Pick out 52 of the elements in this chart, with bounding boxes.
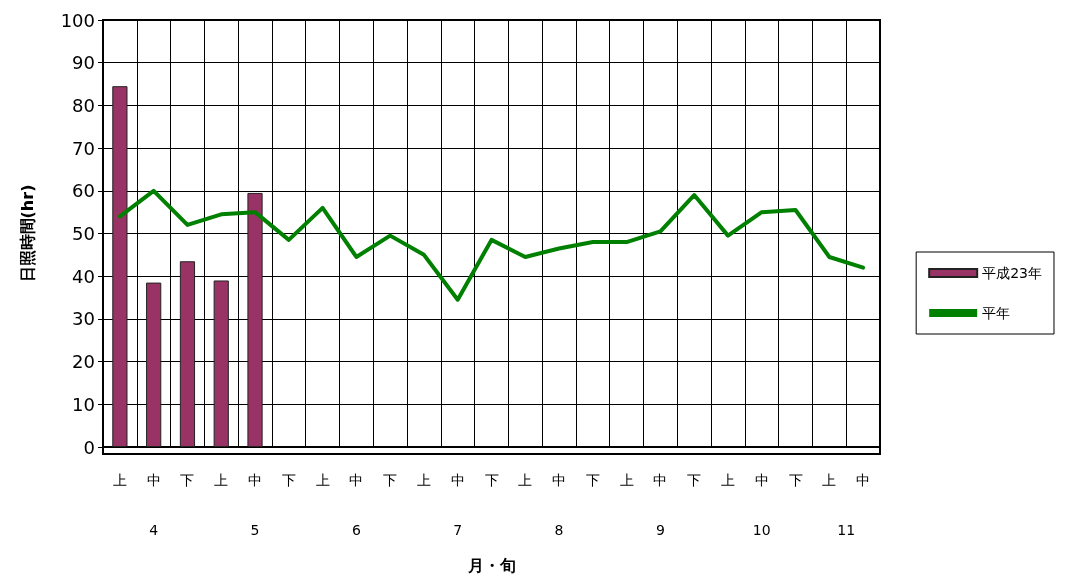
bar xyxy=(146,282,162,447)
x-tick-label: 中 xyxy=(248,472,263,488)
y-tick-label: 10 xyxy=(72,393,95,415)
text: 11 xyxy=(837,522,856,538)
x-tick-label: 中 xyxy=(146,472,161,488)
y-tick-label: 50 xyxy=(72,223,95,244)
x-tick-label: 上 xyxy=(720,472,735,488)
x-tick-label: 中 xyxy=(349,472,364,488)
y-tick-label: 20 xyxy=(72,351,95,373)
text: 4 xyxy=(149,522,159,538)
x-tick-label: 下 xyxy=(687,472,702,488)
bar xyxy=(112,86,128,447)
x-tick-label: 中 xyxy=(653,472,668,488)
bar xyxy=(247,192,263,447)
y-axis-title: 日照時間(hr) xyxy=(17,184,37,283)
x-tick-label: 下 xyxy=(281,472,296,488)
y-tick-label: 80 xyxy=(72,94,95,116)
x-tick-label: 上 xyxy=(518,472,533,488)
x-tick-label: 下 xyxy=(180,472,195,488)
legend-label: 平年 xyxy=(982,305,1011,321)
y-tick-label: 90 xyxy=(72,52,95,74)
bar xyxy=(179,261,196,447)
text: 9 xyxy=(655,522,665,538)
y-tick-label: 60 xyxy=(72,180,95,202)
x-tick-label: 上 xyxy=(315,472,330,488)
x-tick-label: 下 xyxy=(484,472,499,488)
text: 8 xyxy=(554,522,564,538)
x-tick-label: 下 xyxy=(585,472,600,488)
legend-label: 平成23年 xyxy=(982,265,1043,281)
x-axis-title: 月・旬 xyxy=(466,555,516,575)
x-tick-label: 中 xyxy=(856,472,871,488)
text: 5 xyxy=(250,522,260,538)
y-tick-label: 30 xyxy=(72,308,95,330)
bar xyxy=(213,280,229,447)
y-tick-label: 100 xyxy=(60,9,95,31)
x-tick-label: 上 xyxy=(416,472,431,488)
x-tick-label: 上 xyxy=(619,472,634,488)
line-series xyxy=(117,188,866,302)
text: 10 xyxy=(752,522,771,538)
y-tick-label: 0 xyxy=(83,436,95,458)
text: 6 xyxy=(351,522,361,538)
x-tick-label: 中 xyxy=(552,472,567,488)
text: 7 xyxy=(453,522,463,538)
x-tick-label: 上 xyxy=(822,472,837,488)
x-tick-label: 中 xyxy=(450,472,465,488)
y-tick-label: 70 xyxy=(72,137,95,159)
y-tick-label: 40 xyxy=(72,265,95,287)
x-tick-label: 中 xyxy=(754,472,769,488)
x-tick-label: 上 xyxy=(112,472,127,488)
x-tick-label: 下 xyxy=(383,472,398,488)
x-tick-label: 下 xyxy=(788,472,803,488)
x-tick-label: 上 xyxy=(214,472,229,488)
